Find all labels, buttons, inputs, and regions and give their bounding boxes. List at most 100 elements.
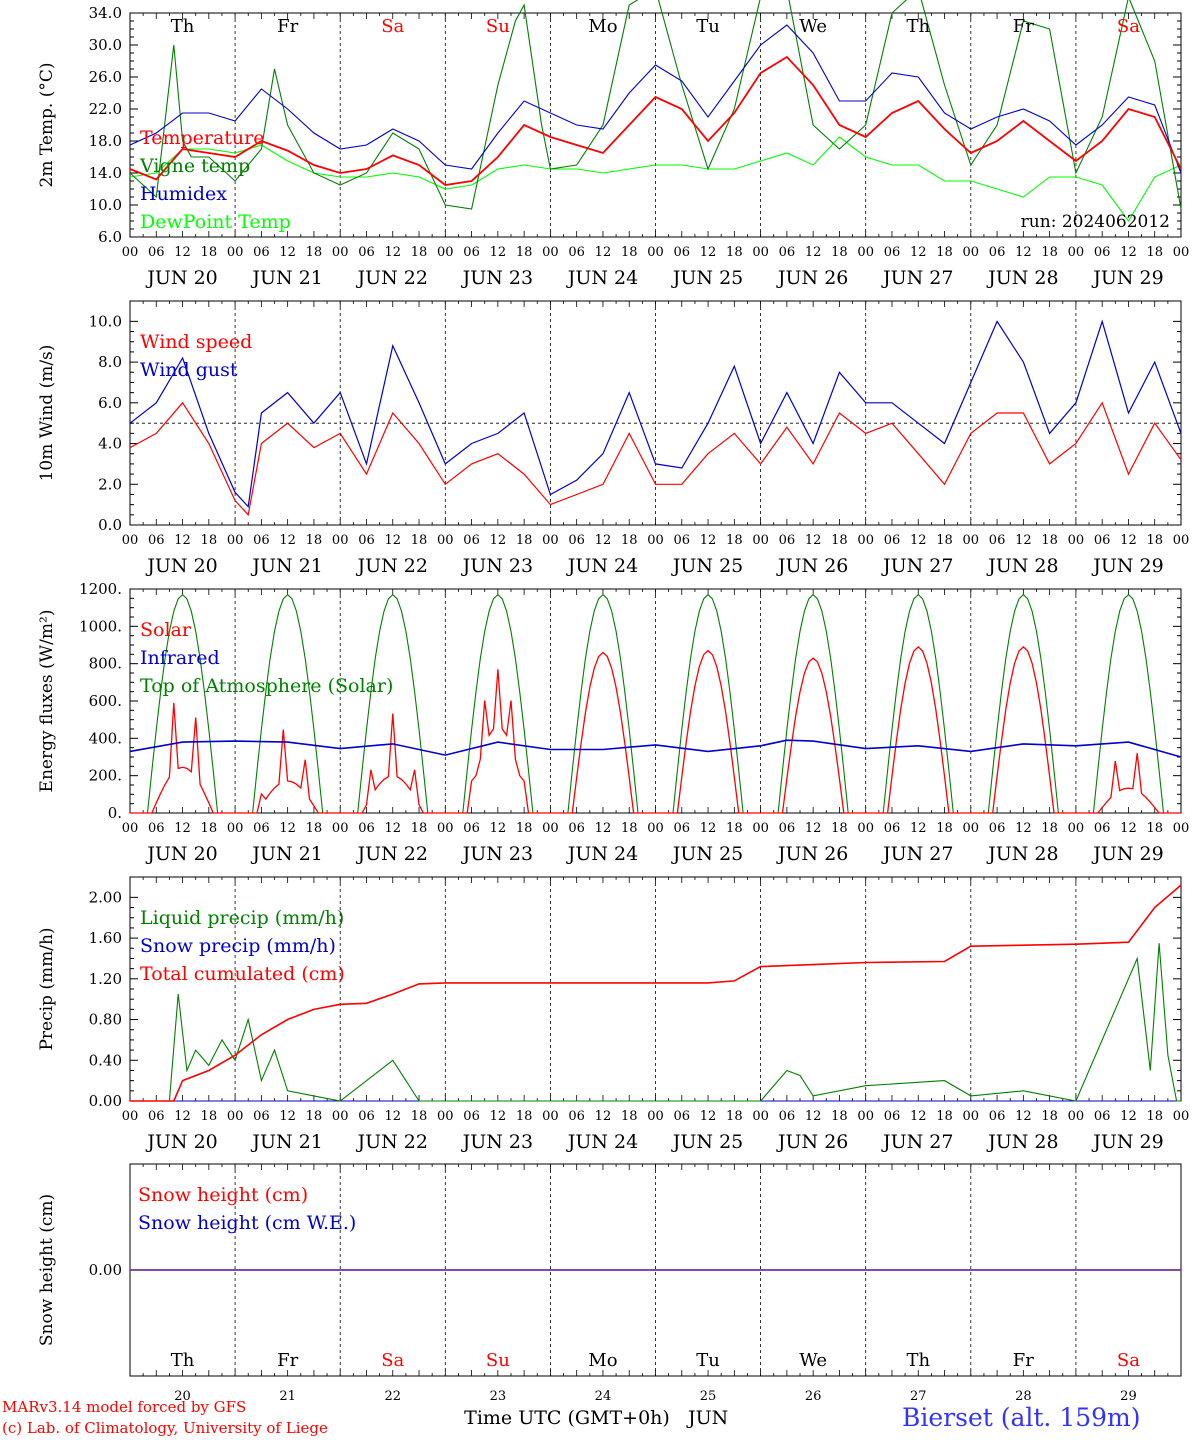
hour-label: 18 [1146,533,1163,548]
hour-label: 18 [411,245,428,260]
legend-entry: Humidex [140,183,227,205]
hour-label: 06 [779,245,796,260]
y-tick-label: 2.00 [89,888,122,906]
hour-label: 18 [306,533,323,548]
weekday-label: Fr [277,16,298,37]
hour-label: 00 [752,533,769,548]
hour-label: 06 [674,821,691,836]
date-label: JUN 24 [566,1131,638,1153]
hour-label: 06 [989,821,1006,836]
panel-2: 10m Wind (m/s) [37,300,1182,526]
hour-label: 12 [700,533,717,548]
date-label: JUN 28 [986,1131,1058,1153]
hour-label: 12 [595,821,612,836]
hour-label: 18 [831,245,848,260]
hour-label: 18 [306,245,323,260]
date-label: JUN 27 [881,555,953,577]
date-label: JUN 26 [776,1131,848,1153]
hour-label: 06 [463,533,480,548]
date-label: JUN 27 [881,267,953,289]
date-label: JUN 29 [1091,1131,1163,1153]
hour-label: 12 [1120,245,1137,260]
day-number: 21 [279,1389,296,1404]
hour-label: 12 [910,533,927,548]
hour-label: 12 [805,821,822,836]
weekday-label: Fr [1013,16,1034,37]
hour-label: 06 [1094,1109,1111,1124]
hour-label: 12 [700,245,717,260]
hour-label: 12 [174,533,191,548]
hour-label: 00 [542,245,559,260]
date-label: JUN 21 [250,843,322,865]
hour-label: 00 [122,245,139,260]
y-tick-label: 600. [89,692,122,710]
hour-label: 18 [306,1109,323,1124]
y-tick-label: 22.0 [89,100,122,118]
series-line-3 [129,136,1182,222]
hour-label: 06 [779,1109,796,1124]
hour-label: 00 [1068,1109,1085,1124]
hour-label: 00 [122,533,139,548]
hour-label: 12 [490,821,507,836]
date-label: JUN 23 [461,267,533,289]
day-number: 25 [700,1389,717,1404]
date-label: JUN 28 [986,267,1058,289]
hour-label: 00 [122,821,139,836]
hour-label: 00 [332,821,349,836]
hour-label: 18 [516,245,533,260]
hour-label: 18 [201,821,218,836]
y-tick-label: 200. [89,767,122,785]
hour-label: 06 [1094,245,1111,260]
hour-label: 06 [674,533,691,548]
series-line-0 [129,55,1182,186]
hour-label: 18 [201,533,218,548]
hour-label: 06 [358,245,375,260]
y-tick-label: 0.00 [89,1092,122,1110]
legend-entry: Infrared [140,647,220,669]
footer-credit: (c) Lab. of Climatology, University of L… [2,1419,328,1437]
y-axis-label: 10m Wind (m/s) [37,345,57,482]
hour-label: 06 [568,1109,585,1124]
series-line-0 [129,401,1182,517]
date-label: JUN 25 [671,843,743,865]
hour-label: 18 [1146,821,1163,836]
date-label: JUN 26 [776,843,848,865]
date-label: JUN 22 [356,267,428,289]
hour-label: 12 [700,1109,717,1124]
y-tick-label: 2.0 [98,475,122,493]
y-tick-label: 18.0 [89,132,122,150]
hour-label: 06 [253,821,270,836]
day-number: 27 [910,1389,927,1404]
hour-label: 18 [936,245,953,260]
hour-label: 18 [1041,533,1058,548]
y-axis-label: 2m Temp. (°C) [37,62,57,187]
series-line-total [130,884,1182,1102]
date-label: JUN 29 [1091,267,1163,289]
hour-label: 12 [1015,245,1032,260]
day-number: 24 [595,1389,612,1404]
date-label: JUN 27 [881,843,953,865]
hour-label: 06 [779,821,796,836]
date-label: JUN 24 [566,843,638,865]
legend-entry: Vigne temp [139,155,250,177]
y-tick-label: 1.60 [89,929,122,947]
hour-label: 00 [1068,245,1085,260]
hour-label: 00 [647,821,664,836]
hour-label: 00 [437,821,454,836]
y-tick-label: 8.0 [98,353,122,371]
hour-label: 12 [279,821,296,836]
station-name: Bierset (alt. 159m) [902,1403,1141,1432]
date-label: JUN 26 [776,555,848,577]
weekday-label: Fr [1013,1350,1034,1371]
day-number: 28 [1015,1389,1032,1404]
y-tick-label: 14.0 [89,164,122,182]
hour-label: 18 [621,245,638,260]
hour-label: 00 [857,245,874,260]
panel-5: Snow height (cm) [37,1163,1182,1377]
hour-label: 12 [1120,1109,1137,1124]
weekday-label: Su [486,16,510,37]
hour-label: 00 [647,245,664,260]
hour-label: 06 [884,821,901,836]
hour-label: 12 [595,533,612,548]
